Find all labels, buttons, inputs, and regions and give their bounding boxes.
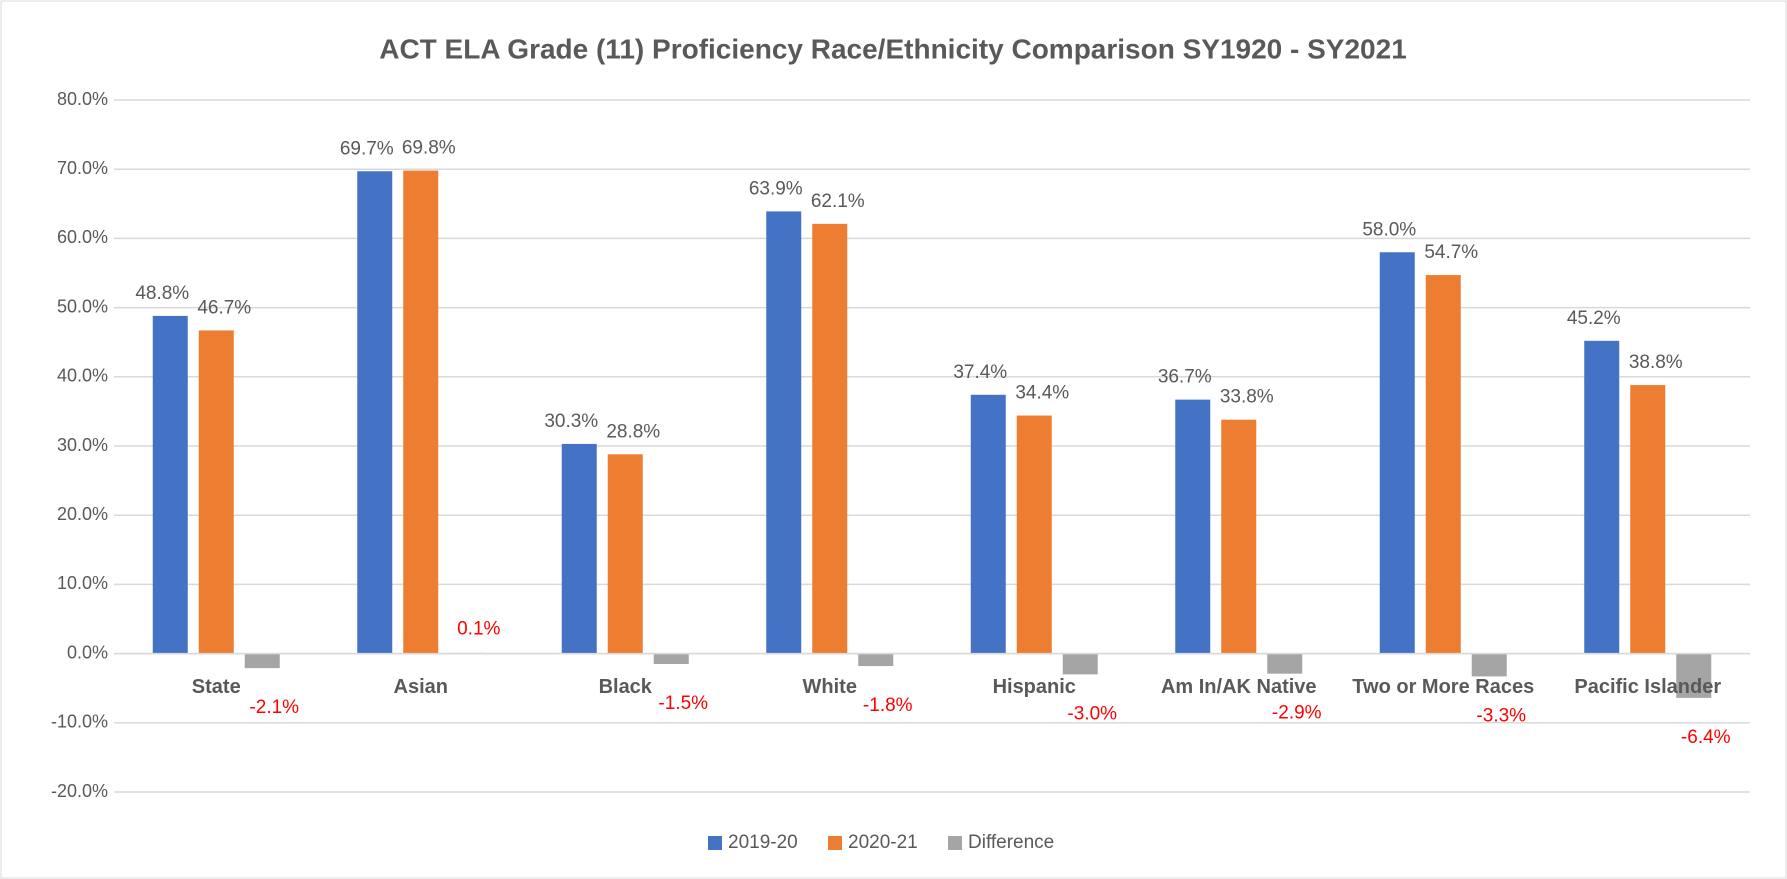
value-label: 58.0%	[1362, 219, 1416, 240]
legend-label: 2020-21	[848, 832, 918, 853]
value-label: -3.3%	[1476, 705, 1526, 726]
value-label: 36.7%	[1158, 367, 1212, 388]
bar	[1584, 340, 1620, 654]
bar	[653, 653, 689, 664]
value-label: 30.3%	[544, 411, 598, 432]
value-label: 62.1%	[811, 191, 865, 212]
bar	[1471, 653, 1507, 677]
bar	[1016, 415, 1052, 654]
bar	[766, 211, 802, 654]
bar	[812, 223, 848, 654]
bar	[152, 315, 188, 654]
value-label: 0.1%	[457, 619, 500, 640]
value-label: -2.9%	[1272, 703, 1322, 724]
value-label: 54.7%	[1424, 242, 1478, 263]
legend-swatch	[828, 836, 842, 850]
y-tick-label: 50.0%	[57, 296, 108, 316]
value-label: -3.0%	[1067, 703, 1117, 724]
bar	[403, 170, 439, 654]
value-label: -2.1%	[249, 697, 299, 718]
value-label: 69.8%	[402, 138, 456, 159]
value-label: 38.8%	[1629, 352, 1683, 373]
x-tick-label: Asian	[394, 676, 448, 698]
bar	[198, 330, 234, 654]
legend-label: Difference	[968, 832, 1054, 853]
chart-title: ACT ELA Grade (11) Proficiency Race/Ethn…	[379, 33, 1407, 64]
y-tick-label: 30.0%	[57, 435, 108, 455]
y-tick-label: 10.0%	[57, 573, 108, 593]
value-label: 34.4%	[1015, 383, 1069, 404]
value-label: 63.9%	[749, 178, 803, 199]
value-label: 48.8%	[135, 283, 189, 304]
x-tick-label: State	[192, 676, 241, 698]
bar	[244, 653, 280, 669]
bar	[607, 454, 643, 654]
value-label: -1.8%	[863, 695, 913, 716]
bar	[1630, 385, 1666, 654]
x-tick-label: White	[803, 676, 857, 698]
y-tick-label: -20.0%	[51, 781, 108, 801]
bar	[1221, 419, 1257, 654]
value-label: -1.5%	[658, 693, 708, 714]
legend-label: 2019-20	[728, 832, 798, 853]
bar	[1267, 653, 1303, 674]
x-tick-label: Am In/AK Native	[1161, 676, 1317, 698]
y-tick-label: 0.0%	[67, 642, 108, 662]
y-tick-label: 70.0%	[57, 158, 108, 178]
bar	[970, 394, 1006, 654]
legend-swatch	[948, 836, 962, 850]
x-tick-label: Black	[599, 676, 653, 698]
value-label: 69.7%	[340, 138, 394, 159]
y-tick-label: 40.0%	[57, 366, 108, 386]
value-label: 46.7%	[197, 297, 251, 318]
x-tick-label: Two or More Races	[1352, 676, 1534, 698]
bar	[1175, 399, 1211, 654]
y-tick-label: 80.0%	[57, 89, 108, 109]
bar	[1425, 275, 1461, 654]
value-label: 33.8%	[1220, 387, 1274, 408]
y-tick-label: -10.0%	[51, 712, 108, 732]
y-tick-label: 60.0%	[57, 227, 108, 247]
value-label: 28.8%	[606, 421, 660, 442]
x-tick-label: Hispanic	[993, 676, 1076, 698]
value-label: 45.2%	[1567, 308, 1621, 329]
legend-swatch	[708, 836, 722, 850]
y-tick-label: 20.0%	[57, 504, 108, 524]
value-label: 37.4%	[953, 362, 1007, 383]
bar	[1379, 252, 1415, 654]
value-label: -6.4%	[1681, 727, 1731, 748]
x-tick-label: Pacific Islander	[1574, 676, 1721, 698]
bar	[561, 443, 597, 654]
bar	[1676, 653, 1712, 698]
bar	[357, 171, 393, 654]
bar	[1062, 653, 1098, 675]
bar	[858, 653, 894, 667]
